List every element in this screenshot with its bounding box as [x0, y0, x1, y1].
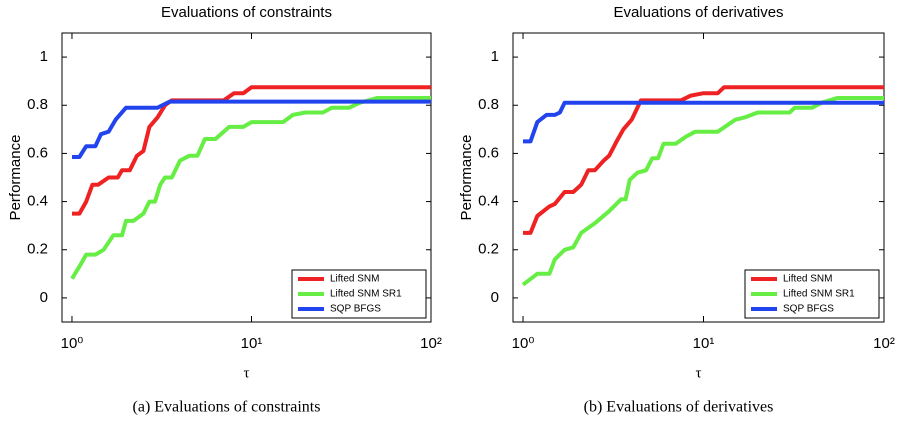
y-tick-label: 0.2 [478, 241, 499, 258]
legend-label: Lifted SNM [330, 274, 379, 285]
y-tick-label: 0.4 [478, 193, 499, 210]
legend-label: SQP BFGS [783, 304, 834, 315]
x-tick-label: 10¹ [693, 335, 715, 352]
y-tick-label: 0.4 [27, 193, 48, 210]
legend-label: Lifted SNM SR1 [330, 289, 402, 300]
series-line [70, 96, 431, 280]
y-tick-label: 0.6 [27, 144, 48, 161]
chart-title: Evaluations of derivatives [613, 4, 783, 21]
legend-label: SQP BFGS [330, 304, 381, 315]
y-tick-label: 0.8 [478, 96, 499, 113]
legend-label: Lifted SNM [783, 274, 832, 285]
series-line [523, 85, 884, 235]
x-tick-label: 10⁰ [512, 335, 535, 352]
x-axis-label: τ [243, 365, 249, 381]
caption: (b) Evaluations of derivatives [584, 399, 774, 416]
y-tick-label: 0 [491, 289, 499, 306]
y-tick-label: 0.6 [478, 144, 499, 161]
x-tick-label: 10¹ [241, 335, 263, 352]
y-tick-label: 0 [40, 289, 48, 306]
x-axis-label: τ [695, 365, 701, 381]
y-axis-label: Performance [458, 135, 475, 221]
series-line [72, 99, 431, 159]
series-line [523, 100, 884, 144]
series-line [72, 85, 431, 216]
caption: (a) Evaluations of constraints [133, 399, 321, 416]
x-tick-label: 10² [420, 335, 442, 352]
chart-title: Evaluations of constraints [161, 4, 332, 21]
legend-label: Lifted SNM SR1 [783, 289, 855, 300]
y-tick-label: 0.2 [27, 241, 48, 258]
y-tick-label: 1 [491, 48, 499, 65]
y-tick-label: 0.8 [27, 96, 48, 113]
x-tick-label: 10⁰ [61, 335, 84, 352]
y-tick-label: 1 [40, 48, 48, 65]
y-axis-label: Performance [7, 135, 24, 221]
x-tick-label: 10² [873, 335, 895, 352]
series-line [521, 96, 884, 287]
